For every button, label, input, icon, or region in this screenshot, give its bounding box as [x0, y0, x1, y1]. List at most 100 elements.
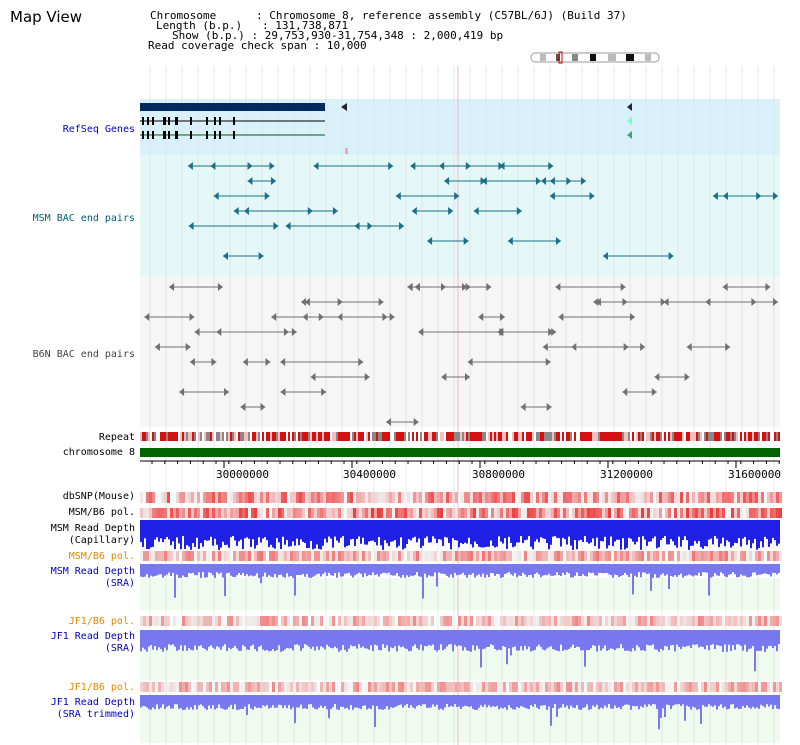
jf1-b6-pol-cell: [464, 682, 467, 692]
repeat-segment: [692, 432, 694, 441]
msm-capillary-depth-bar: [428, 520, 430, 543]
dbsnp-cell: [659, 492, 662, 503]
dbsnp-cell: [611, 492, 614, 503]
jf1-sra-depth-bar: [322, 630, 324, 648]
msm-b6-pol-cell: [248, 508, 251, 518]
jf1-b6-pol-cell: [623, 682, 626, 692]
repeat-segment: [316, 432, 318, 441]
msm-b6-pol-cell: [374, 551, 377, 561]
repeat-segment: [646, 432, 648, 441]
track-label-dbsnp: dbSNP(Mouse): [62, 491, 135, 502]
msm-b6-pol-cell: [707, 508, 710, 518]
refseq-exon: [190, 117, 192, 125]
msm-sra-depth-bar: [412, 564, 414, 577]
jf1-sra-depth-bar: [252, 630, 254, 645]
dbsnp-cell: [254, 492, 257, 503]
jf1-b6-pol-cell: [437, 682, 440, 692]
jf1-trimmed-depth-bar: [544, 695, 546, 706]
jf1-sra-depth-bar: [242, 630, 244, 646]
msm-sra-depth-bar: [392, 564, 394, 576]
msm-sra-depth-bar: [762, 564, 764, 574]
dbsnp-cell: [734, 492, 737, 503]
jf1-b6-pol-cell: [434, 682, 437, 692]
repeat-segment: [718, 432, 720, 441]
msm-sra-depth-bar: [686, 564, 688, 576]
msm-sra-depth-bar: [758, 564, 760, 575]
jf1-trimmed-depth-bar: [372, 695, 374, 706]
jf1-b6-pol-cell: [584, 616, 587, 626]
jf1-sra-depth-bar: [766, 630, 768, 649]
msm-b6-pol-cell: [731, 551, 734, 561]
msm-b6-pol-cell: [158, 508, 161, 518]
repeat-segment: [288, 432, 290, 441]
jf1-sra-depth-bar: [704, 630, 706, 650]
jf1-b6-pol-cell: [278, 616, 281, 626]
msm-capillary-depth-bar: [142, 520, 144, 547]
msm-sra-depth-bar: [584, 564, 586, 576]
msm-b6-pol-cell: [779, 551, 782, 561]
msm-capillary-depth-bar: [468, 520, 470, 538]
jf1-sra-depth-bar: [334, 630, 336, 647]
msm-b6-pol-cell: [575, 508, 578, 518]
msm-sra-depth-bar: [702, 564, 704, 573]
jf1-sra-depth-bar: [728, 630, 730, 645]
repeat-segment: [462, 432, 464, 441]
msm-b6-pol-cell: [722, 508, 725, 518]
dbsnp-cell: [293, 492, 296, 503]
repeat-segment: [644, 432, 646, 441]
repeat-segment: [778, 432, 780, 441]
jf1-sra-depth-bar: [776, 630, 778, 652]
msm-sra-depth-bar: [540, 564, 542, 578]
msm-b6-pol-cell: [281, 551, 284, 561]
dbsnp-cell: [557, 492, 560, 503]
msm-bac-pair-end: [222, 252, 228, 260]
repeat-segment: [246, 432, 248, 441]
msm-b6-pol-cell: [737, 551, 740, 561]
msm-capillary-depth-bar: [152, 520, 154, 547]
jf1-b6-pol-cell: [191, 616, 194, 626]
jf1-b6-pol-cell: [512, 682, 515, 692]
repeat-segment: [238, 432, 240, 441]
jf1-sra-depth-bar: [552, 630, 554, 650]
msm-sra-depth-bar: [248, 564, 250, 577]
jf1-b6-pol-cell: [293, 682, 296, 692]
jf1-sra-depth-bar: [222, 630, 224, 647]
jf1-trimmed-depth-bar: [490, 695, 492, 708]
msm-b6-pol-cell: [740, 551, 743, 561]
repeat-segment: [360, 432, 362, 441]
jf1-trimmed-depth-bar: [472, 695, 474, 709]
msm-capillary-depth-bar: [656, 520, 658, 549]
jf1-b6-pol-cell: [248, 682, 251, 692]
repeat-segment: [174, 432, 176, 441]
msm-sra-depth-bar: [398, 564, 400, 577]
msm-sra-depth-bar: [590, 564, 592, 574]
msm-b6-pol-cell: [653, 508, 656, 518]
msm-capillary-depth-bar: [712, 520, 714, 545]
jf1-trimmed-depth-bar: [244, 695, 246, 707]
jf1-trimmed-depth-bar: [510, 695, 512, 708]
jf1-trimmed-depth-bar: [568, 695, 570, 709]
jf1-b6-pol-cell: [638, 682, 641, 692]
repeat-segment: [732, 432, 734, 441]
msm-bac-pair-end: [602, 252, 608, 260]
msm-b6-pol-cell: [509, 508, 512, 518]
repeat-segment: [308, 432, 310, 441]
jf1-trimmed-depth-bar: [282, 695, 284, 709]
jf1-b6-pol-cell: [164, 682, 167, 692]
msm-b6-pol-cell: [314, 551, 317, 561]
msm-b6-pol-cell: [380, 551, 383, 561]
msm-sra-depth-bar: [606, 564, 608, 573]
msm-capillary-depth-bar: [204, 520, 206, 541]
repeat-segment: [290, 432, 292, 441]
msm-capillary-depth-bar: [284, 520, 286, 545]
msm-bac-pair-end: [264, 192, 270, 200]
repeat-segment: [606, 432, 608, 441]
jf1-b6-pol-cell: [206, 682, 209, 692]
msm-b6-pol-cell: [146, 551, 149, 561]
jf1-sra-depth-bar: [526, 630, 528, 650]
msm-b6-pol-cell: [206, 508, 209, 518]
jf1-sra-depth-bar: [576, 630, 578, 647]
msm-capillary-depth-bar: [496, 520, 498, 547]
repeat-segment: [522, 432, 524, 441]
